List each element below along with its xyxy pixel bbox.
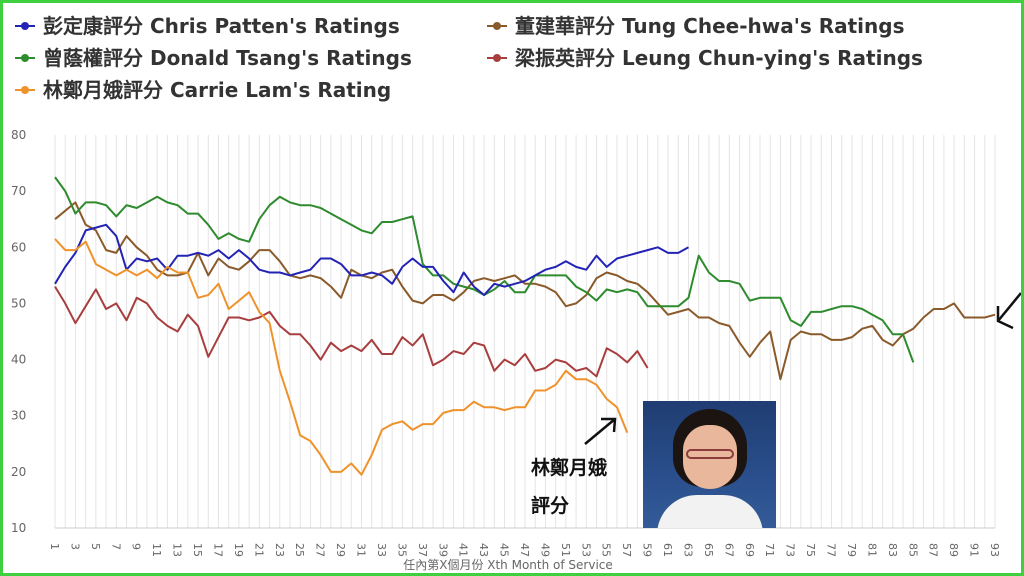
legend-marker bbox=[21, 54, 29, 62]
x-tick-label: 69 bbox=[743, 543, 756, 557]
x-tick-label: 73 bbox=[784, 543, 797, 557]
x-tick-label: 59 bbox=[641, 543, 654, 557]
series-line-1 bbox=[54, 201, 996, 381]
chart-series bbox=[54, 176, 996, 476]
legend-marker bbox=[21, 86, 29, 94]
x-axis: 1 3 5 7 9 11 13 15 17 19 21 23 25 27 29 31 33 35 37 39 41 43 4… bbox=[48, 543, 1001, 557]
x-tick-label: 75 bbox=[804, 543, 817, 557]
chart-legend: 彭定康評分 Chris Patten's Ratings 董建華評分 Tung C… bbox=[15, 14, 923, 102]
annotation-arrow bbox=[584, 418, 616, 445]
legend-marker bbox=[493, 54, 501, 62]
x-tick-label: 71 bbox=[763, 543, 776, 557]
x-tick-label: 3 bbox=[68, 543, 81, 550]
x-tick-label: 61 bbox=[661, 543, 674, 557]
annotation-label: 評分 bbox=[531, 494, 569, 517]
x-tick-label: 1 bbox=[48, 543, 61, 550]
x-tick-label: 15 bbox=[191, 543, 204, 557]
chart-grid bbox=[54, 135, 996, 529]
x-tick-label: 13 bbox=[171, 543, 184, 557]
legend-label: 林鄭月娥評分 Carrie Lam's Rating bbox=[43, 78, 391, 102]
x-tick-label: 91 bbox=[968, 543, 981, 557]
x-tick-label: 21 bbox=[252, 543, 265, 557]
x-tick-label: 9 bbox=[130, 543, 143, 550]
y-axis: 10 20 30 40 50 60 70 80 bbox=[11, 128, 26, 535]
x-tick-label: 77 bbox=[825, 543, 838, 557]
x-tick-label: 45 bbox=[498, 543, 511, 557]
photo-shirt bbox=[657, 495, 763, 528]
x-tick-label: 81 bbox=[865, 543, 878, 557]
x-tick-label: 53 bbox=[579, 543, 592, 557]
x-tick-label: 87 bbox=[927, 543, 940, 557]
x-tick-label: 35 bbox=[395, 543, 408, 557]
legend-label: 梁振英評分 Leung Chun-ying's Ratings bbox=[514, 46, 923, 70]
x-tick-label: 85 bbox=[906, 543, 919, 557]
series-line-3 bbox=[54, 286, 649, 378]
x-tick-label: 65 bbox=[702, 543, 715, 557]
x-tick-label: 33 bbox=[375, 543, 388, 557]
x-tick-label: 31 bbox=[355, 543, 368, 557]
x-tick-label: 25 bbox=[293, 543, 306, 557]
x-tick-label: 47 bbox=[518, 543, 531, 557]
x-tick-label: 49 bbox=[538, 543, 551, 557]
x-tick-label: 19 bbox=[232, 543, 245, 557]
x-tick-label: 79 bbox=[845, 543, 858, 557]
legend-label: 曾蔭權評分 Donald Tsang's Ratings bbox=[43, 46, 412, 70]
x-axis-label: 任內第X個月份 Xth Month of Service bbox=[403, 558, 613, 572]
x-tick-label: 5 bbox=[89, 543, 102, 550]
series-line-4 bbox=[54, 238, 629, 476]
y-tick-label: 10 bbox=[11, 521, 26, 535]
x-tick-label: 83 bbox=[886, 543, 899, 557]
x-tick-label: 37 bbox=[416, 543, 429, 557]
x-tick-label: 43 bbox=[477, 543, 490, 557]
legend-marker bbox=[493, 22, 501, 30]
x-tick-label: 51 bbox=[559, 543, 572, 557]
y-tick-label: 50 bbox=[11, 296, 26, 310]
x-tick-label: 27 bbox=[314, 543, 327, 557]
legend-label: 董建華評分 Tung Chee-hwa's Ratings bbox=[515, 14, 904, 38]
x-tick-label: 55 bbox=[600, 543, 613, 557]
right-edge-arrow bbox=[997, 292, 1021, 322]
x-tick-label: 17 bbox=[211, 543, 224, 557]
y-tick-label: 80 bbox=[11, 128, 26, 142]
y-tick-label: 70 bbox=[11, 184, 26, 198]
x-tick-label: 23 bbox=[273, 543, 286, 557]
x-tick-label: 89 bbox=[947, 543, 960, 557]
y-tick-label: 30 bbox=[11, 409, 26, 423]
photo-glasses bbox=[686, 449, 734, 459]
y-tick-label: 60 bbox=[11, 240, 26, 254]
x-tick-label: 11 bbox=[150, 543, 163, 557]
legend-label: 彭定康評分 Chris Patten's Ratings bbox=[43, 14, 400, 38]
annotation-name: 林鄭月娥 bbox=[531, 456, 607, 479]
right-edge-arrowhead bbox=[996, 306, 1014, 330]
annotation-arrowhead bbox=[601, 417, 617, 433]
y-tick-label: 20 bbox=[11, 465, 26, 479]
carrie-lam-photo bbox=[643, 401, 776, 528]
y-tick-label: 40 bbox=[11, 353, 26, 367]
legend-marker bbox=[21, 22, 29, 30]
x-tick-label: 39 bbox=[436, 543, 449, 557]
x-tick-label: 67 bbox=[722, 543, 735, 557]
series-line-0 bbox=[54, 223, 689, 296]
x-tick-label: 93 bbox=[988, 543, 1001, 557]
x-tick-label: 29 bbox=[334, 543, 347, 557]
x-tick-label: 63 bbox=[681, 543, 694, 557]
x-tick-label: 7 bbox=[109, 543, 122, 550]
x-tick-label: 41 bbox=[457, 543, 470, 557]
x-tick-label: 57 bbox=[620, 543, 633, 557]
